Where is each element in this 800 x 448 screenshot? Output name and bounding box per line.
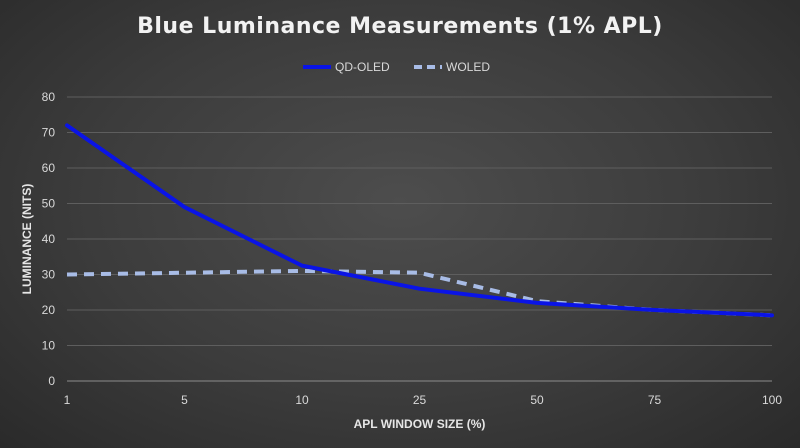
y-tick-label: 10 <box>42 339 56 353</box>
x-tick-label: 50 <box>530 393 544 407</box>
x-tick-label: 75 <box>648 393 662 407</box>
series-line-qd-oled <box>65 123 774 318</box>
x-tick-label: 1 <box>64 393 71 407</box>
x-tick-label: 5 <box>181 393 188 407</box>
gridlines <box>67 96 772 382</box>
y-axis-label: LUMINANCE (NITS) <box>20 184 34 295</box>
legend-label: WOLED <box>446 60 490 74</box>
x-tick-label: 100 <box>762 393 782 407</box>
y-tick-label: 40 <box>42 232 56 246</box>
y-tick-label: 80 <box>42 90 56 104</box>
x-axis-label: APL WINDOW SIZE (%) <box>354 417 486 431</box>
y-tick-label: 70 <box>42 126 56 140</box>
series-lines <box>65 123 774 318</box>
y-tick-label: 60 <box>42 161 56 175</box>
x-axis-ticks: 1 5 10 25 50 75 100 <box>64 393 783 407</box>
y-tick-label: 0 <box>48 374 55 388</box>
x-tick-label: 25 <box>413 393 427 407</box>
chart-title: Blue Luminance Measurements (1% APL) <box>137 14 663 39</box>
y-tick-label: 30 <box>42 268 56 282</box>
y-tick-label: 20 <box>42 303 56 317</box>
y-tick-label: 50 <box>42 197 56 211</box>
legend-label: QD-OLED <box>335 60 390 74</box>
x-tick-label: 10 <box>295 393 309 407</box>
legend: QD-OLED WOLED <box>303 60 490 74</box>
y-axis-ticks: 0 10 20 30 40 50 60 70 80 <box>42 90 56 388</box>
